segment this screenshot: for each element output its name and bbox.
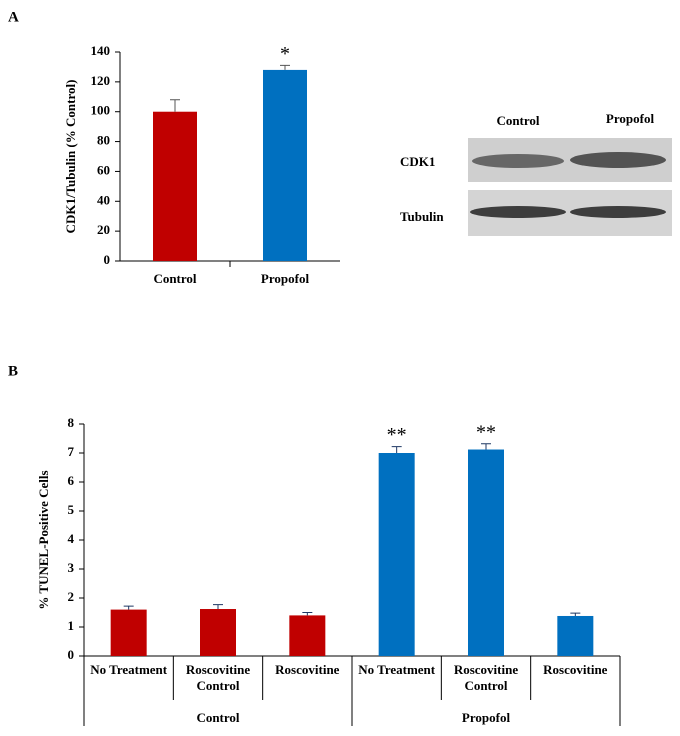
error-bar <box>280 64 290 70</box>
error-bar <box>391 446 402 453</box>
bar <box>200 609 236 656</box>
y-tick-label: 80 <box>97 133 110 148</box>
blot-band <box>470 206 566 218</box>
x-tick-label: Roscovitine Control <box>453 662 519 693</box>
x-tick-label: Propofol <box>260 271 310 286</box>
error-bar <box>213 604 223 610</box>
x-tick-label: No Treatment <box>90 662 168 677</box>
error-bar <box>123 605 134 610</box>
y-tick-label: 6 <box>68 473 75 488</box>
x-tick-label: No Treatment <box>358 662 436 677</box>
y-tick-label: 100 <box>91 103 111 118</box>
error-bar <box>170 99 180 112</box>
x-tick-label: Roscovitine Control <box>185 662 251 693</box>
y-tick-label: 2 <box>68 589 75 604</box>
y-tick-label: 7 <box>68 444 75 459</box>
significance-marker: * <box>280 43 290 65</box>
x-tick-label: Roscovitine <box>275 662 340 677</box>
bar <box>378 453 415 656</box>
error-bar <box>302 612 313 616</box>
group-label: Propofol <box>461 710 511 725</box>
y-tick-label: 5 <box>68 502 75 517</box>
y-axis-label: % TUNEL-Positive Cells <box>36 470 51 609</box>
significance-marker: ** <box>476 421 496 443</box>
y-tick-label: 8 <box>68 415 75 430</box>
blot-row-label: Tubulin <box>400 209 444 224</box>
bar <box>153 111 197 261</box>
y-tick-label: 0 <box>68 647 75 662</box>
y-tick-label: 60 <box>97 162 110 177</box>
group-label: Control <box>196 710 240 725</box>
error-bar <box>570 612 581 616</box>
x-tick-label: Roscovitine <box>543 662 608 677</box>
bar <box>263 69 307 262</box>
blot-band <box>472 154 564 168</box>
significance-marker: ** <box>387 424 407 446</box>
bar <box>468 449 504 656</box>
y-tick-label: 0 <box>104 252 111 267</box>
y-tick-label: 3 <box>68 560 75 575</box>
bar <box>557 615 594 656</box>
blot-column-label: Propofol <box>606 111 655 126</box>
y-tick-label: 140 <box>91 43 111 58</box>
panel-label: A <box>8 9 19 25</box>
y-tick-label: 1 <box>68 618 75 633</box>
y-tick-label: 4 <box>68 531 75 546</box>
blot-column-label: Control <box>496 113 539 128</box>
blot-row-label: CDK1 <box>400 154 435 169</box>
x-tick-label: Control <box>153 271 197 286</box>
panel-label: B <box>8 363 18 379</box>
y-tick-label: 40 <box>97 192 110 207</box>
y-tick-label: 120 <box>91 73 111 88</box>
blot-band <box>570 206 666 218</box>
bar <box>110 609 147 656</box>
error-bar <box>481 443 491 450</box>
y-tick-label: 20 <box>97 222 110 237</box>
blot-band <box>570 152 666 168</box>
bar <box>289 615 326 656</box>
y-axis-label: CDK1/Tubulin (% Control) <box>63 80 78 234</box>
